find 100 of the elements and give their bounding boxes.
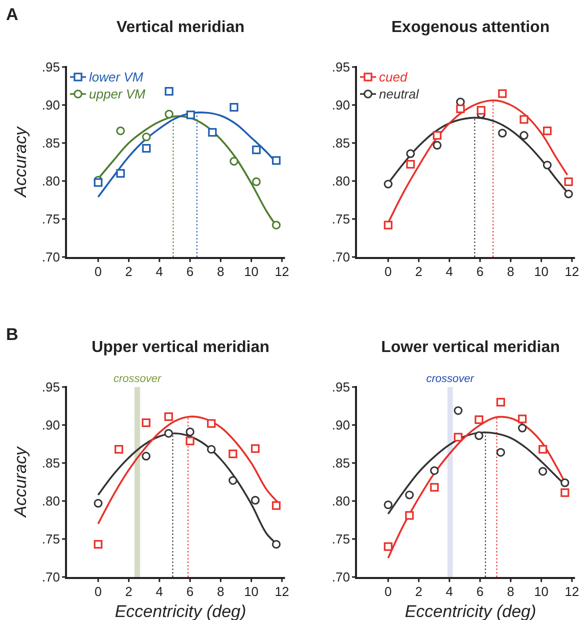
point [406, 160, 415, 169]
point [432, 140, 442, 150]
band-label: crossover [426, 373, 476, 385]
point [94, 178, 102, 187]
x-tick-label: 0 [384, 264, 392, 279]
point [228, 450, 238, 458]
point [456, 104, 465, 114]
point [454, 432, 462, 442]
x-tick-label: 2 [415, 584, 422, 599]
y-tick-label: .75 [42, 532, 60, 547]
point [208, 128, 217, 137]
point [116, 169, 125, 178]
y-tick-label: .70 [332, 570, 350, 585]
point [474, 415, 484, 424]
x-tick-label: 0 [384, 584, 392, 599]
point [272, 540, 281, 549]
point [207, 419, 216, 428]
y-tick-label: .70 [42, 250, 60, 265]
point [476, 106, 486, 115]
point [520, 115, 528, 124]
point [164, 429, 173, 438]
point [564, 190, 573, 198]
x-tick-label: 4 [446, 584, 454, 599]
x-tick-label: 12 [564, 584, 580, 599]
point [230, 156, 238, 166]
point [405, 490, 414, 500]
point [252, 146, 261, 154]
point [230, 102, 238, 112]
point [430, 466, 439, 475]
x-tick-label: 0 [94, 264, 102, 279]
y-tick-label: .75 [42, 212, 60, 227]
y-tick-label: .80 [42, 174, 60, 189]
point [272, 156, 281, 165]
point [116, 126, 125, 136]
y-tick-label: .90 [42, 418, 60, 433]
point [520, 131, 528, 140]
point [142, 132, 151, 142]
chart-title: Exogenous attention [391, 19, 550, 36]
point [560, 478, 570, 488]
x-tick-label: 6 [476, 584, 484, 599]
x-tick-label: 10 [244, 584, 259, 599]
y-tick-label: .95 [42, 380, 60, 395]
x-tick-label: 6 [186, 264, 194, 279]
point [542, 126, 552, 136]
y-axis-title: Accuracy [11, 126, 30, 198]
point [186, 436, 194, 446]
point [496, 398, 506, 406]
y-tick-label: .95 [332, 60, 350, 75]
x-tick-label: 4 [446, 264, 454, 279]
point [432, 131, 442, 140]
point [496, 448, 506, 457]
point [454, 406, 462, 415]
x-tick-label: 8 [507, 584, 514, 599]
point [518, 424, 527, 432]
y-tick-label: .75 [332, 212, 350, 227]
y-tick-label: .75 [332, 532, 350, 547]
x-tick-label: 10 [534, 264, 549, 279]
x-tick-label: 2 [125, 584, 132, 599]
point [518, 414, 527, 424]
point [384, 542, 392, 551]
point [206, 444, 216, 454]
x-tick-label: 10 [244, 264, 259, 279]
x-tick-label: 8 [507, 264, 514, 279]
point [186, 427, 194, 436]
point [542, 160, 552, 170]
point [538, 445, 548, 454]
legend-label: cued [379, 70, 408, 85]
point [405, 511, 414, 520]
y-tick-label: .70 [332, 250, 350, 265]
point [94, 498, 103, 508]
point [228, 476, 238, 485]
x-tick-label: 2 [415, 264, 422, 279]
point [250, 496, 260, 505]
point [498, 89, 507, 98]
point [430, 483, 439, 492]
point [252, 177, 261, 186]
x-tick-label: 12 [274, 264, 290, 279]
point [384, 180, 393, 188]
point [186, 110, 195, 120]
y-tick-label: .95 [42, 60, 60, 75]
chart-title: Vertical meridian [116, 19, 245, 36]
legend-label: lower VM [89, 70, 144, 85]
y-tick-label: .90 [332, 418, 350, 433]
y-tick-label: .85 [332, 136, 350, 151]
text: A [6, 5, 18, 24]
point [474, 431, 484, 440]
point [142, 418, 150, 428]
point [272, 501, 281, 510]
point [538, 467, 548, 476]
legend-label: upper VM [89, 86, 146, 102]
point [142, 144, 151, 153]
y-tick-label: .80 [42, 494, 60, 509]
point [498, 128, 507, 138]
point [250, 444, 260, 453]
y-tick-label: .95 [332, 380, 350, 395]
legend-label: neutral [379, 86, 420, 102]
x-tick-label: 6 [186, 584, 194, 599]
point [272, 220, 281, 230]
y-tick-label: .70 [42, 570, 60, 585]
point [114, 445, 124, 454]
